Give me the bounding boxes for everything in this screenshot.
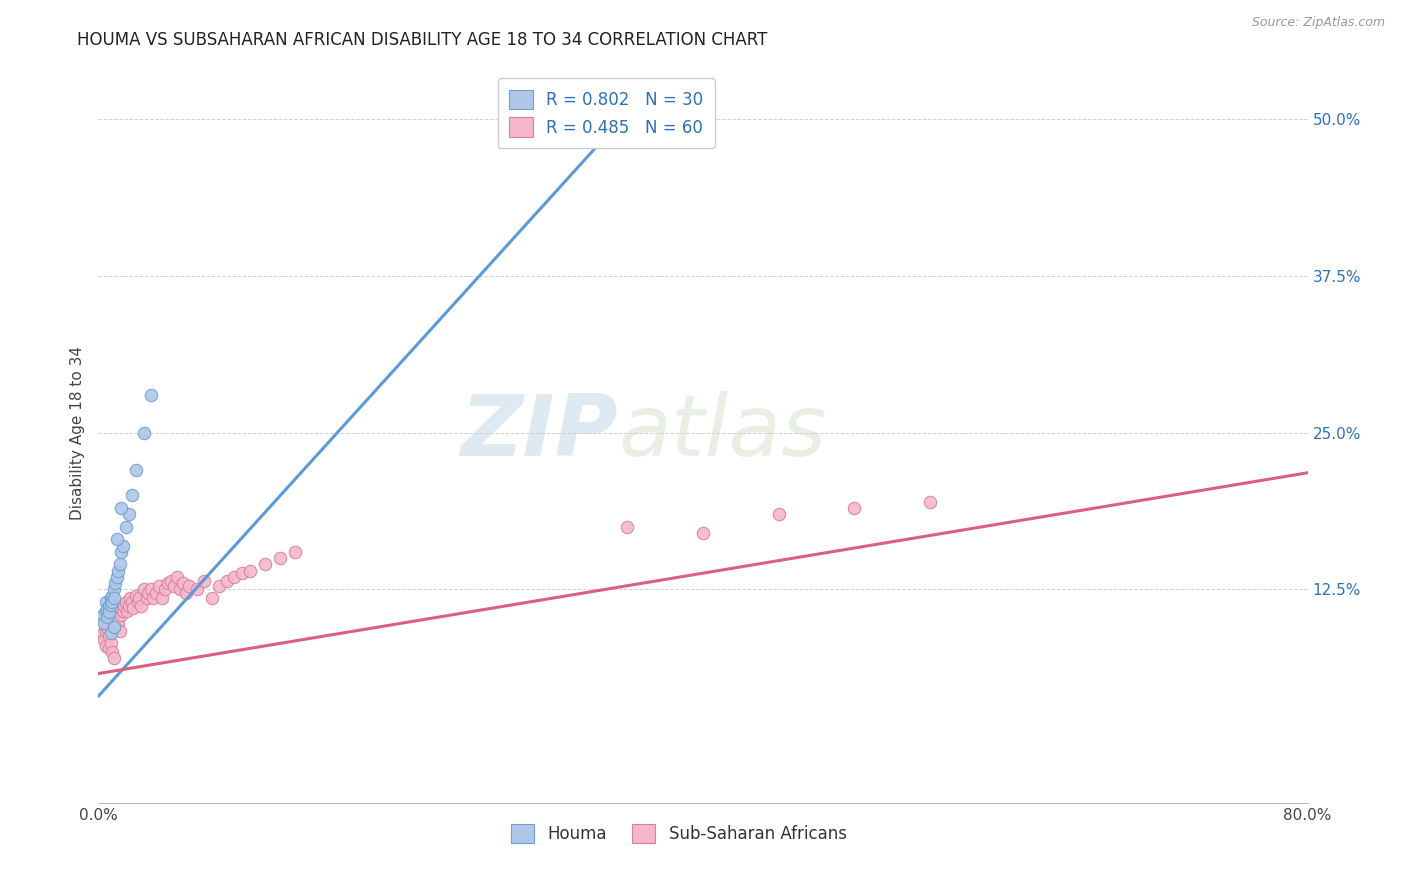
Point bbox=[94, 624, 117, 638]
Point bbox=[93, 632, 115, 647]
Point bbox=[94, 604, 117, 618]
Point bbox=[150, 591, 173, 606]
Point bbox=[141, 582, 163, 597]
Point bbox=[103, 582, 125, 597]
Point bbox=[692, 526, 714, 541]
Point bbox=[100, 636, 122, 650]
Point bbox=[107, 616, 129, 631]
Point bbox=[145, 586, 167, 600]
Point bbox=[135, 591, 157, 606]
Point bbox=[127, 595, 149, 609]
Point bbox=[101, 645, 124, 659]
Point bbox=[616, 520, 638, 534]
Point bbox=[101, 595, 124, 609]
Point bbox=[110, 607, 132, 622]
Text: HOUMA VS SUBSAHARAN AFRICAN DISABILITY AGE 18 TO 34 CORRELATION CHART: HOUMA VS SUBSAHARAN AFRICAN DISABILITY A… bbox=[77, 31, 768, 49]
Point bbox=[101, 589, 124, 603]
Point bbox=[169, 582, 191, 597]
Point bbox=[105, 533, 128, 547]
Point bbox=[141, 388, 163, 402]
Point bbox=[768, 507, 790, 521]
Point bbox=[104, 576, 127, 591]
Point bbox=[105, 611, 128, 625]
Point bbox=[112, 599, 135, 613]
Text: ZIP: ZIP bbox=[461, 391, 619, 475]
Point bbox=[98, 629, 121, 643]
Point bbox=[94, 595, 117, 609]
Text: Source: ZipAtlas.com: Source: ZipAtlas.com bbox=[1251, 16, 1385, 29]
Point bbox=[125, 463, 148, 477]
Point bbox=[122, 601, 145, 615]
Point bbox=[172, 576, 194, 591]
Point bbox=[98, 599, 121, 613]
Point bbox=[231, 566, 253, 581]
Point bbox=[132, 582, 155, 597]
Point bbox=[110, 500, 132, 515]
Point bbox=[94, 639, 117, 653]
Point bbox=[100, 598, 122, 612]
Point bbox=[118, 507, 141, 521]
Y-axis label: Disability Age 18 to 34: Disability Age 18 to 34 bbox=[70, 345, 86, 520]
Point bbox=[163, 579, 186, 593]
Point bbox=[208, 579, 231, 593]
Point bbox=[239, 564, 262, 578]
Point bbox=[115, 604, 138, 618]
Point bbox=[136, 586, 159, 600]
Point bbox=[148, 579, 170, 593]
Point bbox=[193, 574, 215, 588]
Point bbox=[110, 545, 132, 559]
Point bbox=[114, 595, 136, 609]
Point bbox=[269, 551, 291, 566]
Point bbox=[98, 641, 121, 656]
Point bbox=[100, 591, 122, 606]
Point bbox=[120, 591, 142, 606]
Point bbox=[111, 539, 134, 553]
Point bbox=[129, 599, 152, 613]
Point bbox=[128, 591, 150, 606]
Point bbox=[105, 570, 128, 584]
Point bbox=[98, 605, 121, 619]
Point bbox=[174, 586, 197, 600]
Point bbox=[103, 651, 125, 665]
Point bbox=[215, 574, 238, 588]
Point bbox=[104, 620, 127, 634]
Point bbox=[186, 582, 208, 597]
Point bbox=[96, 610, 118, 624]
Point bbox=[111, 604, 134, 618]
Legend: Houma, Sub-Saharan Africans: Houma, Sub-Saharan Africans bbox=[505, 817, 853, 850]
Point bbox=[100, 626, 122, 640]
Point bbox=[118, 599, 141, 613]
Point bbox=[160, 574, 183, 588]
Point bbox=[284, 545, 307, 559]
Point bbox=[224, 570, 246, 584]
Point bbox=[103, 591, 125, 606]
Point bbox=[91, 626, 114, 640]
Point bbox=[166, 570, 188, 584]
Point bbox=[114, 520, 136, 534]
Point bbox=[253, 558, 276, 572]
Point bbox=[121, 595, 143, 609]
Point bbox=[844, 500, 866, 515]
Point bbox=[156, 576, 179, 591]
Point bbox=[125, 589, 148, 603]
Point bbox=[201, 591, 224, 606]
Point bbox=[121, 488, 143, 502]
Point bbox=[179, 579, 201, 593]
Point bbox=[132, 425, 155, 440]
Point bbox=[153, 582, 176, 597]
Point bbox=[93, 616, 115, 631]
Point bbox=[91, 607, 114, 622]
Point bbox=[918, 494, 941, 508]
Point bbox=[142, 591, 165, 606]
Point bbox=[96, 601, 118, 615]
Point bbox=[103, 620, 125, 634]
Point bbox=[96, 620, 118, 634]
Point bbox=[108, 624, 131, 638]
Text: atlas: atlas bbox=[619, 391, 827, 475]
Point bbox=[107, 564, 129, 578]
Point bbox=[108, 558, 131, 572]
